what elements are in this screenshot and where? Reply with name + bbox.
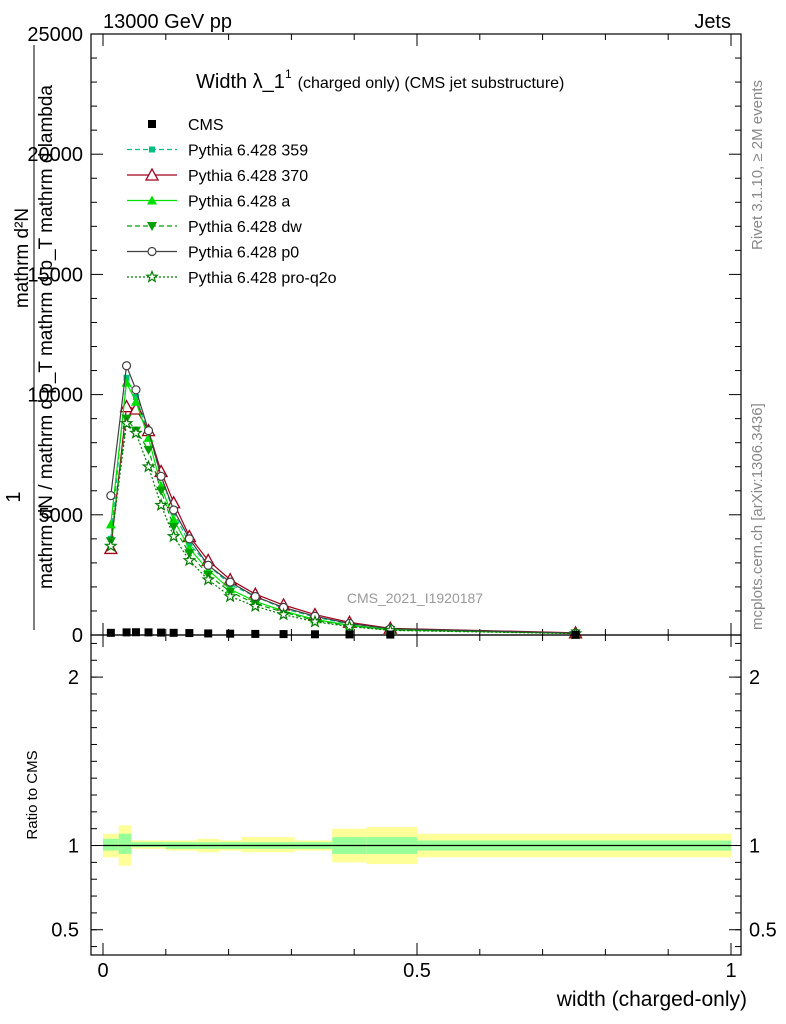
point-cms — [122, 628, 131, 637]
ratio-ytick-label-right: 1 — [749, 836, 760, 858]
point-pq2o — [103, 538, 118, 552]
main-ytick-label: 0 — [72, 625, 83, 647]
point-pq2o — [119, 416, 134, 430]
legend-label-pdw: Pythia 6.428 dw — [188, 219, 302, 236]
point-cms — [345, 630, 354, 639]
ratio-ytick-label-right: 2 — [749, 667, 760, 689]
main-panel: CMS_2021_I1920187 0 5000 10000 15000 20000 25… — [3, 24, 742, 647]
point-pdw — [156, 486, 167, 496]
ratio-ytick-label: 1 — [68, 836, 79, 858]
legend: CMS Pythia 6.428 359 Pythia 6.428 370 Pythi… — [127, 117, 337, 287]
legend-label-pp0: Pythia 6.428 p0 — [188, 245, 299, 262]
point-pp0 — [143, 426, 154, 436]
x-axis-label: width (charged-only) — [556, 988, 747, 1011]
legend-marker-pq2o — [145, 269, 159, 283]
series-line-pq2o — [110, 422, 576, 635]
ratio-frame — [90, 634, 742, 956]
point-pp0 — [203, 560, 213, 570]
ratio-band-inner — [118, 833, 132, 854]
legend-marker-pp0 — [147, 246, 157, 257]
legend-marker-pa — [147, 195, 157, 205]
legend-marker-p370 — [144, 167, 160, 181]
series-line-pp0 — [110, 365, 576, 634]
ylabel-top: 1 — [3, 491, 25, 502]
ylabel-numerator: mathrm d²N — [12, 208, 33, 308]
main-ytick-label: 10000 — [27, 385, 83, 407]
point-pq2o — [308, 614, 322, 628]
series-line-p370 — [110, 405, 576, 634]
ylabel-denominator: mathrm dN / mathrm d p_T mathrm d p_T ma… — [36, 85, 57, 589]
point-pp0 — [169, 505, 179, 515]
ratio-ytick-label: 0.5 — [51, 920, 79, 942]
ratio-panel: 0.5 0.5 1 1 2 2 0 0.5 1 Ratio to CMS width (cha… — [24, 634, 777, 1011]
legend-marker-p359 — [149, 146, 155, 153]
main-ytick-label: 25000 — [27, 24, 83, 46]
point-pq2o — [141, 459, 156, 473]
x-tick-label: 0 — [97, 960, 108, 982]
main-ytick-label: 15000 — [27, 264, 83, 286]
ratio-ylabel: Ratio to CMS — [24, 750, 41, 839]
point-cms — [204, 629, 213, 638]
point-pq2o — [342, 619, 357, 633]
legend-label-pa: Pythia 6.428 a — [188, 194, 290, 211]
ratio-ytick-label-right: 0.5 — [749, 920, 777, 942]
series-line-p359 — [110, 375, 576, 634]
point-pq2o — [129, 425, 143, 439]
x-tick-label: 1 — [725, 960, 736, 982]
point-pp0 — [156, 471, 166, 481]
series-line-pa — [110, 380, 576, 634]
header-right: Jets — [694, 11, 731, 33]
point-cms — [310, 630, 319, 639]
x-tick-label: 0.5 — [403, 960, 431, 982]
main-ylabel: 1 mathrm d²N mathrm dN / mathrm d p_T ma… — [3, 45, 57, 630]
header-left: 13000 GeV pp — [103, 11, 232, 33]
point-pq2o — [223, 589, 238, 603]
point-pp0 — [225, 577, 235, 587]
main-ytick-label: 5000 — [39, 505, 84, 527]
legend-marker-cms — [148, 120, 156, 128]
legend-marker-pdw — [147, 222, 157, 231]
mcplots-label: mcplots.cern.ch [arXiv:1306.3436] — [749, 403, 766, 630]
point-pdw — [168, 522, 179, 532]
point-pq2o — [182, 553, 197, 567]
point-cms — [144, 628, 153, 637]
point-cms — [106, 628, 115, 637]
point-pa — [168, 514, 179, 524]
point-pp0 — [121, 361, 132, 371]
ratio-band-inner — [103, 838, 119, 851]
point-pq2o — [248, 598, 263, 612]
legend-label-cms: CMS — [188, 117, 224, 134]
point-cms — [157, 628, 166, 637]
point-cms — [185, 629, 194, 638]
point-pq2o — [166, 529, 181, 543]
point-cms — [279, 630, 288, 639]
rivet-label: Rivet 3.1.10, ≥ 2M events — [749, 80, 766, 250]
point-pp0 — [106, 490, 116, 501]
legend-label-p370: Pythia 6.428 370 — [188, 168, 308, 185]
point-cms — [251, 629, 260, 638]
chart-title-sup: 1 — [285, 67, 292, 81]
ratio-ytick-label: 2 — [68, 667, 79, 689]
point-pa — [130, 396, 141, 406]
point-pa — [121, 377, 132, 387]
chart-title-suffix: (charged only) (CMS jet substructure) — [298, 75, 565, 92]
chart-title: Width λ_11 (charged only) (CMS jet substr… — [196, 67, 564, 93]
watermark: CMS_2021_I1920187 — [347, 590, 483, 606]
ratio-band-inner — [131, 842, 166, 848]
point-pp0 — [184, 534, 194, 544]
chart-title-main: Width λ_1 — [196, 71, 285, 93]
point-pdw — [143, 445, 154, 455]
main-ytick-label: 20000 — [27, 144, 83, 166]
point-pq2o — [276, 607, 291, 621]
point-pq2o — [201, 572, 216, 586]
point-cms — [131, 628, 140, 637]
point-cms — [226, 629, 235, 638]
point-pq2o — [154, 497, 168, 511]
legend-label-p359: Pythia 6.428 359 — [188, 143, 308, 160]
series-line-pdw — [110, 417, 576, 634]
point-pp0 — [131, 385, 141, 395]
point-cms — [169, 628, 178, 637]
legend-label-pq2o: Pythia 6.428 pro-q2o — [188, 270, 337, 287]
